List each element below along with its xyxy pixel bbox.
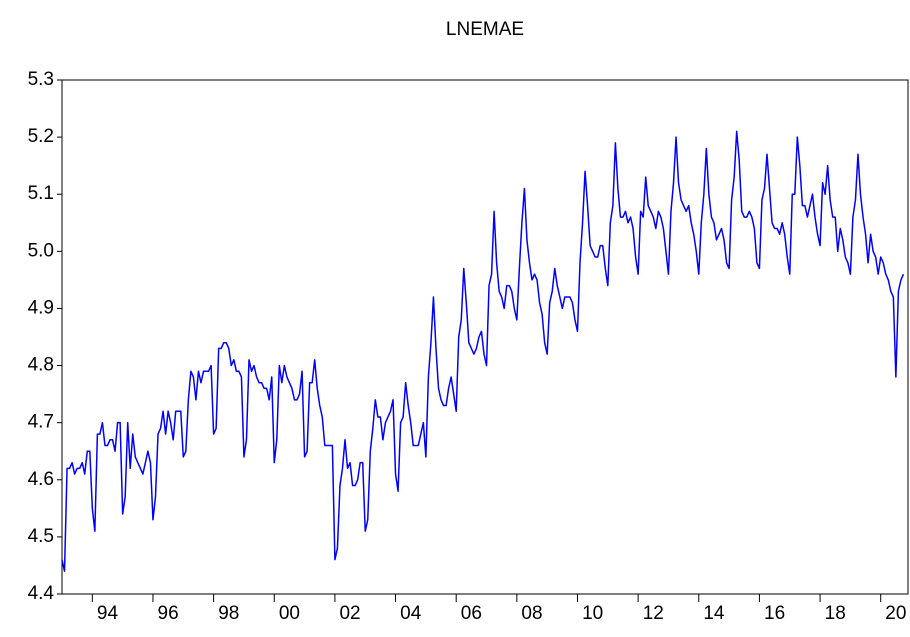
data-line — [61, 130, 905, 572]
x-tick-label: 18 — [825, 603, 846, 624]
x-tick-label: 10 — [582, 603, 603, 624]
x-tick-label: 06 — [461, 603, 482, 624]
x-tick-label: 04 — [400, 603, 422, 624]
x-tick-label: 94 — [97, 603, 119, 624]
x-tick-label: 20 — [885, 603, 906, 624]
y-tick-label: 4.7 — [28, 412, 54, 433]
y-tick-label: 4.9 — [28, 297, 54, 318]
y-tick-label: 4.4 — [28, 583, 55, 604]
x-tick-label: 14 — [703, 603, 725, 624]
chart-title: LNEMAE — [446, 19, 524, 40]
x-tick-label: 02 — [339, 603, 360, 624]
x-tick-label: 16 — [764, 603, 785, 624]
y-tick-label: 4.6 — [28, 469, 54, 490]
plot-frame — [61, 79, 909, 595]
y-tick-label: 4.5 — [28, 526, 54, 547]
y-tick-label: 5.2 — [28, 126, 54, 147]
y-tick-label: 5.1 — [28, 183, 54, 204]
x-tick-label: 98 — [218, 603, 239, 624]
y-tick-label: 5.3 — [28, 69, 54, 90]
y-tick-label: 4.8 — [28, 355, 54, 376]
y-tick-label: 5.0 — [28, 240, 54, 261]
x-tick-label: 12 — [643, 603, 664, 624]
x-tick-label: 08 — [521, 603, 542, 624]
x-tick-label: 96 — [158, 603, 179, 624]
x-tick-label: 00 — [279, 603, 300, 624]
